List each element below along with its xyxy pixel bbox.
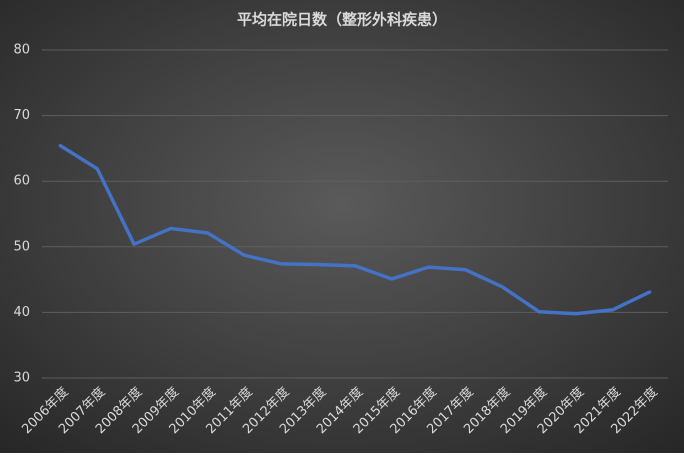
y-tick-label: 50: [13, 239, 30, 254]
y-tick-label: 60: [13, 174, 30, 189]
series-line: [58, 144, 652, 316]
y-tick-label: 80: [13, 43, 30, 58]
chart-title: 平均在院日数（整形外科疾患）: [237, 11, 447, 29]
y-tick-label: 40: [13, 305, 30, 320]
y-tick-label: 70: [13, 108, 30, 123]
y-tick-label: 30: [13, 371, 30, 386]
